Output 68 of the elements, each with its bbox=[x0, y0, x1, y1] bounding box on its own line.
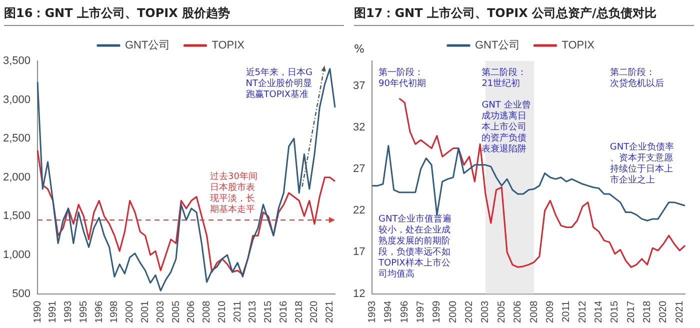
chart-title: 图17：GNT 上市公司、TOPIX 公司总资产/总负债对比 bbox=[354, 4, 694, 26]
x-tick-label: 2006 bbox=[186, 300, 198, 324]
x-tick-label: 2018 bbox=[294, 300, 305, 324]
x-tick-label: 2003 bbox=[480, 300, 492, 324]
x-tick-label: 2017 bbox=[626, 300, 637, 324]
y-tick-label: 17 bbox=[352, 246, 366, 258]
x-tick-label: 1997 bbox=[416, 300, 427, 324]
x-tick-label: 2003 bbox=[155, 300, 166, 324]
annotation: 近5年来，日本GNT企业股价明显跑赢TOPIX基准 bbox=[246, 66, 312, 100]
x-tick-label: 2020 bbox=[309, 300, 320, 324]
x-tick-label: 2001 bbox=[140, 300, 151, 324]
annotation: GNT 企业曾成功逃离日本上市公司的资产负债表衰退陷阱 bbox=[482, 99, 531, 154]
x-tick-label: 2005 bbox=[170, 300, 182, 324]
x-tick-label: 1998 bbox=[109, 300, 120, 324]
x-tick-label: 2015 bbox=[610, 300, 621, 324]
x-tick-label: 2011 bbox=[561, 300, 572, 322]
x-tick-label: 2020 bbox=[658, 300, 670, 324]
y-tick-label: 27 bbox=[352, 163, 366, 176]
y-tick-label: 500 bbox=[12, 288, 31, 300]
ref-line-label: 过去30年间日本股市表现平淡，长期基本走平 bbox=[210, 170, 258, 215]
x-tick-label: 1993 bbox=[366, 300, 378, 324]
x-tick-label: 1991 bbox=[48, 300, 59, 324]
x-tick-label: 2000 bbox=[124, 300, 136, 324]
y-tick-label: 37 bbox=[352, 80, 366, 92]
x-tick-label: 2013 bbox=[248, 300, 259, 324]
x-tick-label: 2012 bbox=[577, 300, 588, 324]
y-tick-label: 32 bbox=[352, 122, 366, 134]
y-tick-label: 2,500 bbox=[2, 132, 31, 145]
x-tick-label: 1995 bbox=[78, 300, 90, 324]
y-tick-label: 3,000 bbox=[2, 94, 31, 106]
y-tick-label: 22 bbox=[352, 204, 366, 217]
x-tick-label: 2011 bbox=[232, 300, 244, 322]
x-tick-label: 2005 bbox=[496, 300, 508, 324]
x-tick-label: 2008 bbox=[202, 300, 213, 324]
x-tick-label: 1990 bbox=[32, 300, 44, 324]
y-tick-label: 3,500 bbox=[2, 55, 31, 68]
x-tick-label: 1994 bbox=[383, 300, 394, 324]
x-tick-label: 2006 bbox=[512, 300, 524, 324]
x-tick-label: 2015 bbox=[263, 300, 274, 324]
x-tick-label: 1993 bbox=[63, 300, 74, 324]
x-tick-label: 1996 bbox=[94, 300, 105, 324]
x-tick-label: 2018 bbox=[642, 300, 654, 324]
y-axis-title: % bbox=[354, 42, 364, 56]
x-tick-label: 2009 bbox=[544, 300, 556, 324]
annotation: 第二阶段：次贷危机以后 bbox=[610, 66, 664, 89]
annotation: 第一阶段：90年代初期 bbox=[378, 66, 426, 89]
x-tick-label: 2000 bbox=[448, 300, 459, 324]
x-tick-label: 1999 bbox=[432, 300, 443, 324]
x-tick-label: 2010 bbox=[216, 300, 228, 324]
x-tick-label: 1996 bbox=[399, 300, 410, 324]
y-tick-label: 1,500 bbox=[2, 210, 31, 222]
legend-label: TOPIX bbox=[212, 40, 246, 52]
y-tick-label: 12 bbox=[352, 288, 366, 300]
annotation: GNT企业负债率、资本开支意愿持续位于日本上市企业之上 bbox=[610, 141, 674, 186]
annotation: GNT企业市值普遍较小，处在企业成熟度发展的前期阶段，负债率远不如TOPIX样本上市公司均值高 bbox=[377, 213, 452, 280]
y-tick-label: 1,000 bbox=[2, 248, 31, 261]
x-tick-label: 2002 bbox=[464, 300, 476, 324]
x-tick-label: 2016 bbox=[278, 300, 290, 324]
x-tick-label: 2008 bbox=[528, 300, 540, 324]
y-tick-label: 2,000 bbox=[2, 171, 31, 184]
x-tick-label: 2021 bbox=[674, 300, 686, 324]
annotation: 第二阶段：21世纪初 bbox=[482, 66, 527, 89]
x-tick-label: 2021 bbox=[324, 300, 336, 324]
legend-label: TOPIX bbox=[562, 40, 596, 52]
x-tick-label: 2014 bbox=[593, 300, 604, 324]
chart-title: 图16：GNT 上市公司、TOPIX 股价趋势 bbox=[4, 4, 344, 26]
legend-label: GNT公司 bbox=[124, 40, 170, 52]
legend-label: GNT公司 bbox=[474, 40, 520, 52]
